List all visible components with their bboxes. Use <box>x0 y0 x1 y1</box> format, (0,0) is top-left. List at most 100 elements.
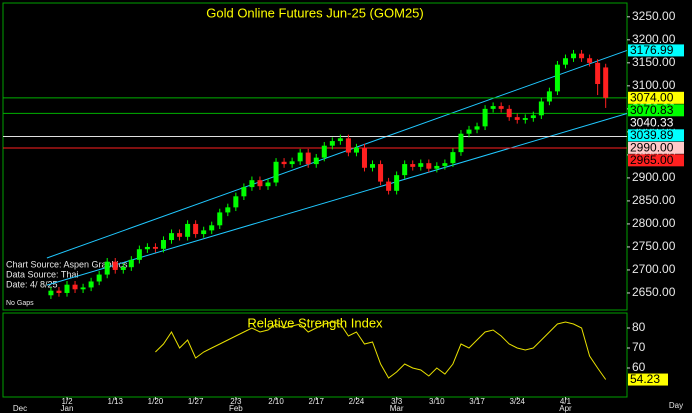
rsi-last-label: 54.23 <box>630 372 660 386</box>
candle-body <box>337 138 343 142</box>
candle-body <box>562 58 568 65</box>
candle-body <box>410 164 416 167</box>
rsi-line <box>155 321 607 380</box>
candle-body <box>193 223 199 235</box>
candle-body <box>579 53 585 59</box>
candle-body <box>112 261 118 270</box>
candle-body <box>546 91 552 102</box>
candle-body <box>313 157 319 165</box>
price-tag <box>628 44 684 57</box>
x-tick-label: 3/24 <box>509 397 525 406</box>
candle-body <box>297 152 303 162</box>
candle-body <box>273 161 279 183</box>
y-tick-label: 2850.00 <box>632 193 676 207</box>
y-tick-label: 2650.00 <box>632 285 676 299</box>
x-tick-label: 2/24 <box>349 397 365 406</box>
candle-body <box>442 163 448 166</box>
price-tag-label: 2965.00 <box>630 153 674 167</box>
x-tick-label: 4/1 <box>560 397 572 406</box>
candle-body <box>361 147 367 168</box>
candle-body <box>321 145 327 158</box>
price-tag <box>628 91 684 104</box>
price-tag-label: 3070.83 <box>630 103 674 117</box>
price-tag <box>628 104 684 117</box>
candle-body <box>530 115 536 119</box>
x-tick-label: 1/20 <box>148 397 164 406</box>
candle-body <box>329 141 335 146</box>
month-label: Feb <box>229 404 243 413</box>
y-tick-label: 3100.00 <box>632 78 676 92</box>
x-unit: Day <box>669 401 683 410</box>
candle-body <box>56 290 62 293</box>
price-panel <box>2 2 628 311</box>
rsi-tick-label: 60 <box>632 360 646 374</box>
candle-body <box>281 161 287 165</box>
rsi-tick-label: 70 <box>632 340 646 354</box>
rsi-last-tag <box>628 373 668 386</box>
candle-body <box>603 67 609 98</box>
channel-line <box>46 113 628 286</box>
candle-body <box>458 133 464 153</box>
candle-body <box>386 181 392 191</box>
note: No Gaps <box>6 300 34 307</box>
price-tag <box>628 154 684 167</box>
source-line: Data Source: Thai <box>6 269 78 279</box>
candle-body <box>482 108 488 127</box>
candle-body <box>418 163 424 167</box>
candle-body <box>595 62 601 85</box>
candle-body <box>353 147 359 153</box>
candle-body <box>571 53 577 59</box>
x-tick-label: 3/10 <box>429 397 445 406</box>
price-tag <box>628 116 684 129</box>
candle-body <box>104 261 110 275</box>
candle-body <box>378 164 384 182</box>
candle-body <box>64 284 70 293</box>
x-tick-label: 2/10 <box>268 397 284 406</box>
price-tag-label: 3040.33 <box>630 115 674 129</box>
price-tag-label: 3176.99 <box>630 43 674 57</box>
candle-body <box>169 233 175 241</box>
x-tick-label: 3/3 <box>391 397 403 406</box>
candle-body <box>120 267 126 270</box>
price-tag-label: 3074.00 <box>630 90 674 104</box>
candle-body <box>48 290 54 296</box>
candle-body <box>80 287 86 290</box>
y-tick-label: 2750.00 <box>632 239 676 253</box>
x-tick-label: 1/13 <box>107 397 123 406</box>
month-label: Dec <box>13 404 27 413</box>
candle-body <box>144 246 150 250</box>
candle-body <box>426 163 432 169</box>
x-tick-label: 2/17 <box>308 397 324 406</box>
month-label: Jan <box>61 404 74 413</box>
x-tick-label: 1/2 <box>61 397 73 406</box>
y-tick-label: 2900.00 <box>632 170 676 184</box>
source-line: Date: 4/ 8/25 <box>6 279 58 289</box>
y-tick-label: 2800.00 <box>632 216 676 230</box>
candle-body <box>289 161 295 165</box>
x-tick-label: 3/17 <box>469 397 485 406</box>
channel-line <box>46 49 628 259</box>
candle-body <box>402 164 408 176</box>
rsi-tick-label: 80 <box>632 320 646 334</box>
candle-body <box>249 180 255 188</box>
candle-body <box>136 249 142 260</box>
candle-body <box>554 64 560 92</box>
month-label: Apr <box>559 404 572 413</box>
candle-body <box>506 108 512 118</box>
candle-body <box>514 117 520 120</box>
candle-body <box>209 225 215 231</box>
price-tag-label: 3039.89 <box>630 128 674 142</box>
y-tick-label: 3250.00 <box>632 9 676 23</box>
candle-body <box>201 230 207 235</box>
month-label: Mar <box>390 404 404 413</box>
candle-body <box>370 164 376 168</box>
y-tick-label: 3200.00 <box>632 32 676 46</box>
candle-body <box>160 240 166 249</box>
candle-body <box>217 212 223 226</box>
x-tick-label: 1/27 <box>188 397 204 406</box>
candle-body <box>233 196 239 208</box>
price-tag <box>628 141 684 154</box>
x-tick-label: 2/3 <box>230 397 242 406</box>
candle-body <box>88 281 94 288</box>
